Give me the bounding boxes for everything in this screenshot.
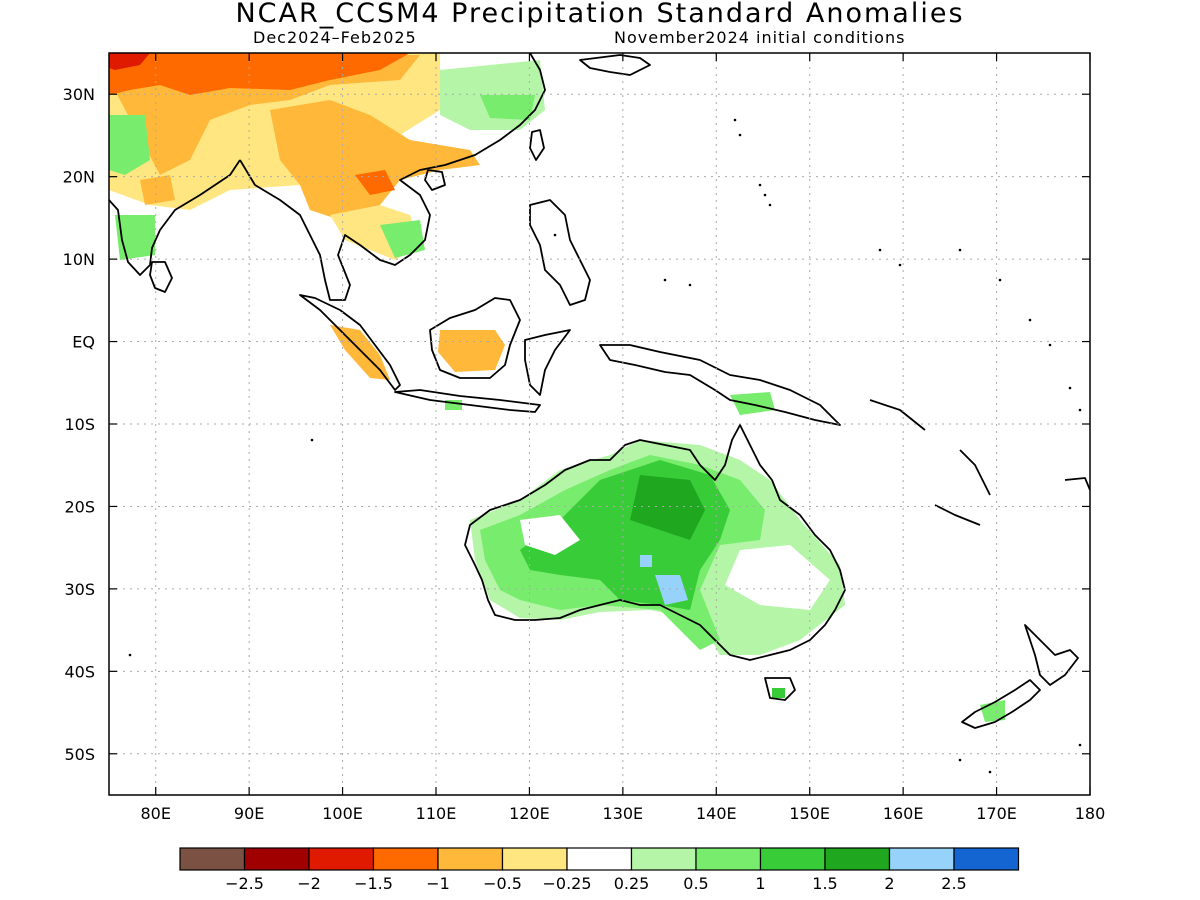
anomaly-region-tibet-strong (109, 53, 410, 95)
anomaly-shading (109, 53, 1005, 722)
anomaly-region-tasmania-wet (772, 688, 785, 698)
coast-fiji (1064, 477, 1090, 491)
colorbar-label: −1.5 (354, 874, 393, 893)
small-islands (128, 118, 1082, 774)
colorbar-label: 2.5 (941, 874, 966, 893)
anomaly-region-india-dry (140, 175, 175, 205)
anomaly-region-png-wet (730, 392, 775, 415)
anomaly-region-vietnam-wet (380, 220, 425, 258)
colorbar (179, 847, 1020, 871)
lon-tick-label: 170E (976, 804, 1017, 823)
lat-tick-label: 30N (63, 85, 95, 104)
coast-nz-north (1024, 624, 1079, 686)
lat-tick-label: 10N (63, 250, 95, 269)
colorbar-swatch (695, 847, 762, 871)
coast-sulawesi (524, 329, 571, 396)
colorbar-swatch (888, 847, 955, 871)
colorbar-swatch (179, 847, 246, 871)
colorbar-swatch (501, 847, 568, 871)
colorbar-label: 2 (884, 874, 894, 893)
latitude-ticks: 30N 20N 10N EQ 10S 20S 30S 40S 50S (63, 85, 1090, 764)
lat-tick-label: 50S (64, 745, 95, 764)
coast-solomons (869, 399, 926, 431)
colorbar-swatch (759, 847, 826, 871)
colorbar-label: −0.25 (542, 874, 591, 893)
season-subtitle: Dec2024–Feb2025 (253, 28, 417, 47)
lon-tick-label: 90E (234, 804, 264, 823)
anomaly-region-australia-dry-patch (725, 545, 830, 610)
coast-philippines (529, 199, 591, 306)
gridlines (109, 53, 1090, 795)
lon-tick-label: 140E (696, 804, 737, 823)
colorbar-swatch (372, 847, 439, 871)
coastlines (109, 53, 1090, 729)
colorbar-label: 0.25 (614, 874, 650, 893)
coast-vanuatu (959, 449, 991, 496)
coast-new-guinea (599, 344, 841, 426)
coast-new-caledonia (934, 504, 981, 526)
colorbar-label: 1 (755, 874, 765, 893)
coast-japan (579, 54, 651, 76)
colorbar-label: 1.5 (812, 874, 837, 893)
coast-sumatra (299, 294, 401, 391)
coast-sri-lanka (149, 261, 173, 293)
anomaly-region-australia-dry-patch2 (520, 515, 580, 555)
chart-title: NCAR_CCSM4 Precipitation Standard Anomal… (235, 0, 965, 29)
coast-tasmania (764, 677, 796, 701)
lat-tick-label: EQ (72, 333, 95, 352)
coast-java (394, 389, 541, 413)
colorbar-swatch (243, 847, 310, 871)
coast-india (109, 159, 241, 276)
lon-tick-label: 120E (509, 804, 550, 823)
colorbar-swatch (437, 847, 504, 871)
colorbar-label: 0.5 (683, 874, 708, 893)
colorbar-swatch (824, 847, 891, 871)
coast-taiwan (529, 129, 545, 161)
colorbar-swatch (630, 847, 697, 871)
colorbar-labels: −2.5 −2 −1.5 −1 −0.5 −0.25 0.25 0.5 1 1.5 2 2.5 (225, 874, 967, 893)
coast-hainan (424, 169, 446, 191)
lon-tick-label: 100E (322, 804, 363, 823)
coast-nz-south (961, 679, 1041, 729)
longitude-ticks: 80E 90E 100E 110E 120E 130E 140E 150E 160E 170E 18… (140, 53, 1105, 823)
colorbar-label: −0.5 (483, 874, 522, 893)
anomaly-region-tibet-extreme (109, 53, 150, 70)
anomaly-region-china (270, 100, 480, 220)
anomaly-region-australia-darker (630, 475, 705, 540)
anomaly-region-australia-blue (655, 575, 688, 605)
lat-tick-label: 10S (64, 415, 95, 434)
lon-tick-label: 110E (416, 804, 457, 823)
coast-southeast-asia (239, 53, 546, 301)
colorbar-label: −2 (297, 874, 321, 893)
lon-tick-label: 130E (603, 804, 644, 823)
anomaly-region-borneo (438, 330, 505, 372)
lat-tick-label: 30S (64, 580, 95, 599)
lon-tick-label: 160E (883, 804, 924, 823)
init-subtitle: November2024 initial conditions (614, 28, 906, 47)
lat-tick-label: 20S (64, 497, 95, 516)
lat-tick-label: 40S (64, 662, 95, 681)
colorbar-swatch (308, 847, 375, 871)
anomaly-region-indochina-strong (355, 170, 395, 195)
colorbar-label: −2.5 (225, 874, 264, 893)
lon-tick-label: 180 (1075, 804, 1106, 823)
anomaly-region-australia-blue2 (640, 555, 652, 567)
colorbar-swatch (566, 847, 633, 871)
anomaly-region-india-wet (109, 115, 150, 175)
colorbar-label: −1 (426, 874, 450, 893)
anomaly-region-china-wet2 (480, 95, 535, 120)
coast-australia (464, 424, 846, 661)
coast-borneo (429, 297, 521, 379)
lat-tick-label: 20N (63, 168, 95, 187)
lon-tick-label: 150E (789, 804, 830, 823)
colorbar-swatch (953, 847, 1020, 871)
lon-tick-label: 80E (140, 804, 170, 823)
